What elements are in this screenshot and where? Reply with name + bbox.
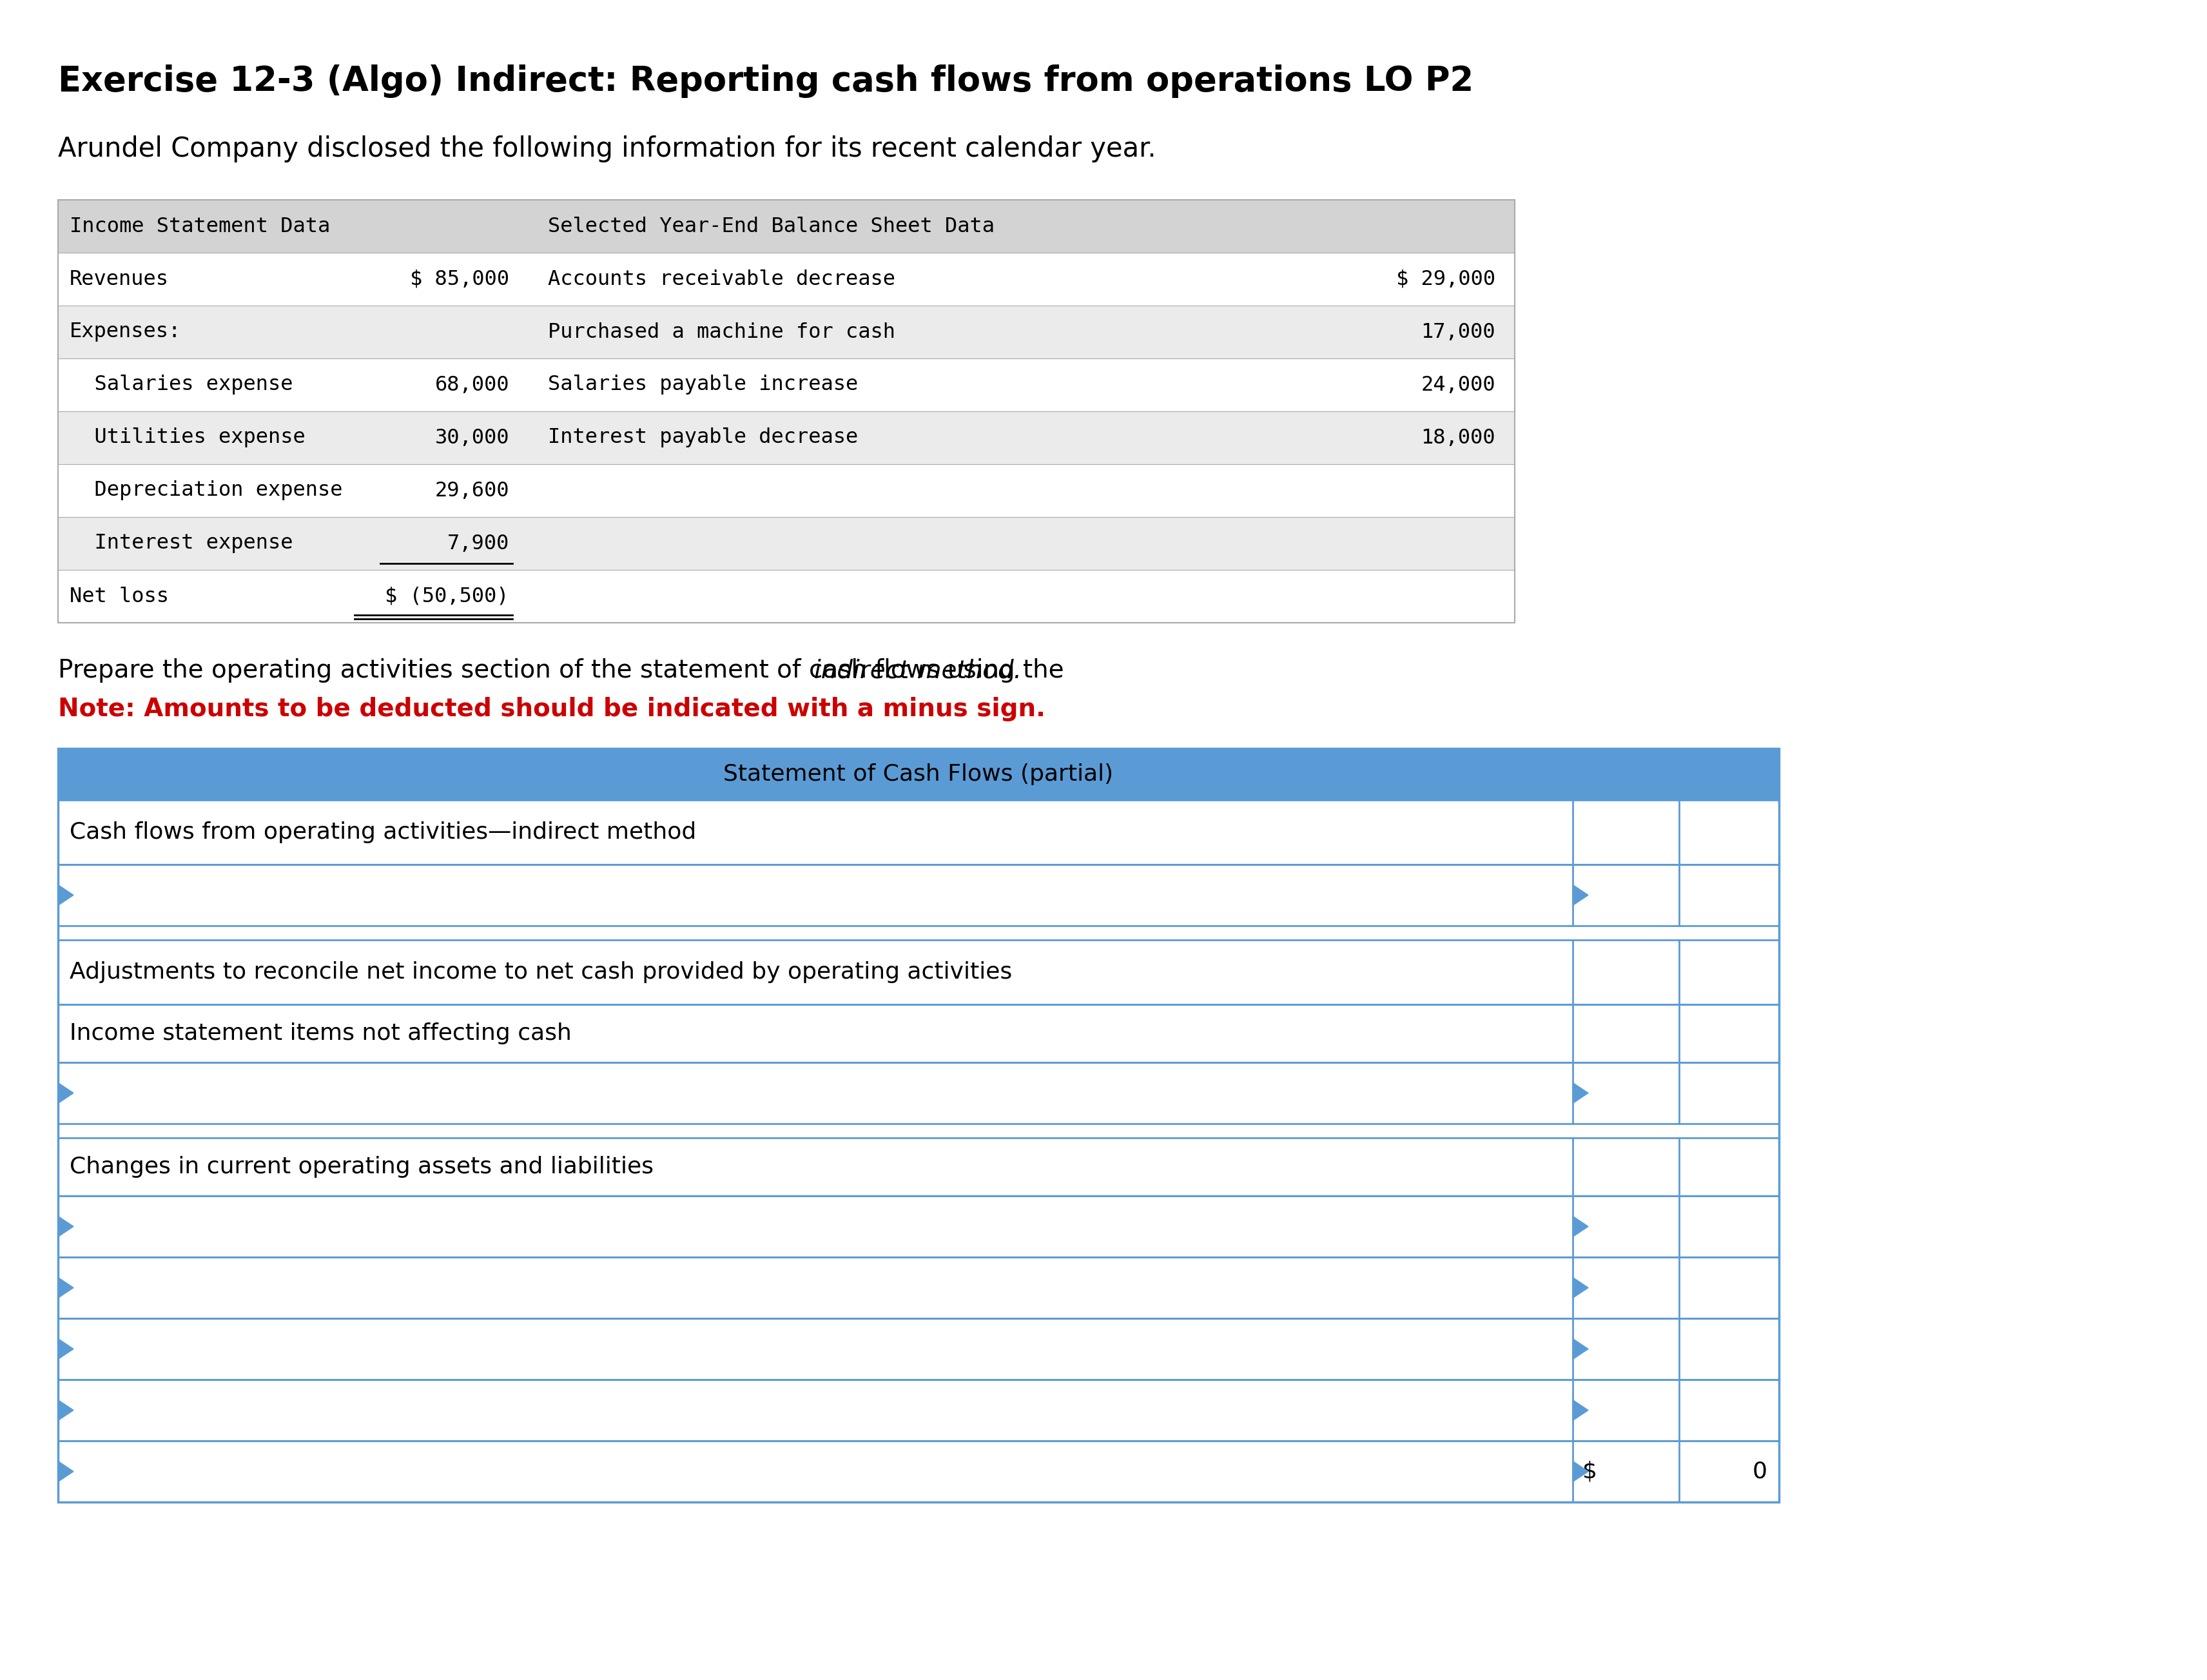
Text: Statement of Cash Flows (partial): Statement of Cash Flows (partial) [724,763,1115,785]
Polygon shape [1574,885,1589,906]
Text: Salaries payable increase: Salaries payable increase [547,375,859,395]
Polygon shape [1574,1277,1589,1299]
Polygon shape [1574,1216,1589,1236]
Polygon shape [57,1399,73,1421]
Text: Expenses:: Expenses: [71,323,181,343]
Text: Utilities expense: Utilities expense [71,428,305,449]
Bar [57,1319,1779,1379]
Text: Salaries expense: Salaries expense [71,375,294,395]
Bar [57,412,1514,464]
Polygon shape [1574,1462,1589,1482]
Text: 18,000: 18,000 [1421,428,1496,449]
Bar [57,464,1514,517]
Text: 29,600: 29,600 [435,480,510,501]
Polygon shape [1574,1082,1589,1104]
Text: Adjustments to reconcile net income to net cash provided by operating activities: Adjustments to reconcile net income to n… [71,961,1013,983]
Bar [57,1196,1779,1257]
Bar [57,749,1779,1502]
Bar [57,200,1514,623]
Bar [57,865,1779,926]
Text: Arundel Company disclosed the following information for its recent calendar year: Arundel Company disclosed the following … [57,136,1156,163]
Text: Selected Year-End Balance Sheet Data: Selected Year-End Balance Sheet Data [547,217,995,237]
Polygon shape [1574,1339,1589,1359]
Text: $: $ [1582,1460,1598,1482]
Text: 17,000: 17,000 [1421,323,1496,343]
Text: $ (50,500): $ (50,500) [386,586,510,606]
Polygon shape [57,1216,73,1236]
Polygon shape [57,1462,73,1482]
Text: 68,000: 68,000 [435,375,510,395]
Text: 30,000: 30,000 [435,428,510,449]
Text: Exercise 12-3 (Algo) Indirect: Reporting cash flows from operations LO P2: Exercise 12-3 (Algo) Indirect: Reporting… [57,64,1474,97]
Text: Prepare the operating activities section of the statement of cash flows using th: Prepare the operating activities section… [57,659,1073,682]
Text: indirect method.: indirect method. [814,659,1022,682]
Text: Income statement items not affecting cash: Income statement items not affecting cas… [71,1023,572,1045]
Text: $ 29,000: $ 29,000 [1397,269,1496,289]
Bar [57,517,1514,570]
Bar [57,939,1779,1005]
Text: Income Statement Data: Income Statement Data [71,217,331,237]
Bar [57,1137,1779,1196]
Polygon shape [57,1339,73,1359]
Bar [57,358,1514,412]
Text: $ 85,000: $ 85,000 [411,269,510,289]
Bar [57,1441,1779,1502]
Polygon shape [1574,1399,1589,1421]
Text: 0: 0 [1752,1460,1768,1482]
Bar [57,306,1514,358]
Bar [57,1062,1779,1124]
Bar [57,1257,1779,1319]
Text: 7,900: 7,900 [448,534,510,553]
Text: Purchased a machine for cash: Purchased a machine for cash [547,323,896,343]
Bar [57,1005,1779,1062]
Text: Interest expense: Interest expense [71,534,294,553]
Polygon shape [57,885,73,906]
Text: Revenues: Revenues [71,269,170,289]
Text: Accounts receivable decrease: Accounts receivable decrease [547,269,896,289]
Bar [57,200,1514,252]
Polygon shape [57,1082,73,1104]
Text: Interest payable decrease: Interest payable decrease [547,428,859,449]
Bar [57,570,1514,623]
Text: Depreciation expense: Depreciation expense [71,480,342,501]
Text: Cash flows from operating activities—indirect method: Cash flows from operating activities—ind… [71,822,695,843]
Bar [57,800,1779,865]
Text: Note: Amounts to be deducted should be indicated with a minus sign.: Note: Amounts to be deducted should be i… [57,697,1046,721]
Text: 24,000: 24,000 [1421,375,1496,395]
Polygon shape [57,1277,73,1299]
Bar [57,749,1779,800]
Text: Changes in current operating assets and liabilities: Changes in current operating assets and … [71,1156,653,1178]
Text: Net loss: Net loss [71,586,170,606]
Bar [57,1379,1779,1441]
Bar [57,252,1514,306]
